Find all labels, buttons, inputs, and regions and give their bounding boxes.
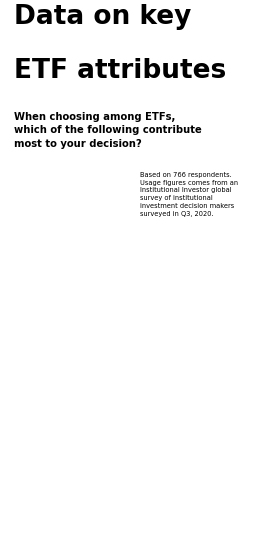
Text: Based on 766 respondents.
Usage figures comes from an
Institutional Investor glo: Based on 766 respondents. Usage figures … [140, 172, 238, 217]
Text: Data on key: Data on key [14, 4, 191, 30]
Text: When choosing among ETFs,
which of the following contribute
most to your decisio: When choosing among ETFs, which of the f… [14, 112, 202, 149]
Text: ETF attributes: ETF attributes [14, 58, 226, 84]
